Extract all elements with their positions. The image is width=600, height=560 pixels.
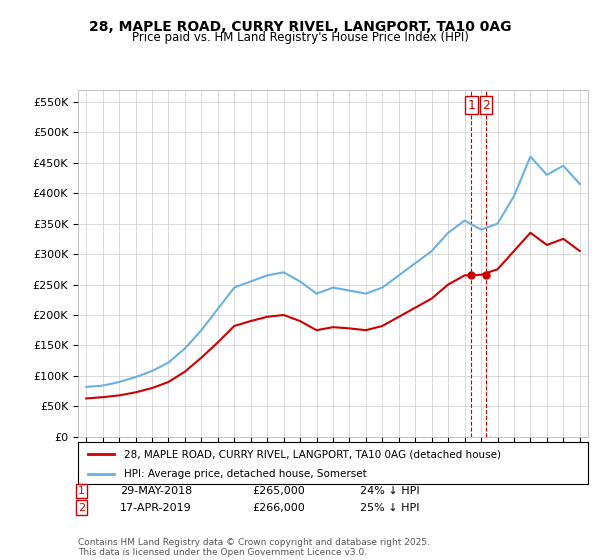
Text: 1: 1 [467,99,475,112]
Text: HPI: Average price, detached house, Somerset: HPI: Average price, detached house, Some… [124,469,367,479]
Text: 28, MAPLE ROAD, CURRY RIVEL, LANGPORT, TA10 0AG (detached house): 28, MAPLE ROAD, CURRY RIVEL, LANGPORT, T… [124,449,501,459]
Text: 1: 1 [78,486,85,496]
Text: Price paid vs. HM Land Registry's House Price Index (HPI): Price paid vs. HM Land Registry's House … [131,31,469,44]
Text: 2: 2 [78,503,85,513]
Text: Contains HM Land Registry data © Crown copyright and database right 2025.
This d: Contains HM Land Registry data © Crown c… [78,538,430,557]
Text: 28, MAPLE ROAD, CURRY RIVEL, LANGPORT, TA10 0AG: 28, MAPLE ROAD, CURRY RIVEL, LANGPORT, T… [89,20,511,34]
Text: 29-MAY-2018: 29-MAY-2018 [120,486,192,496]
Text: 25% ↓ HPI: 25% ↓ HPI [360,503,419,513]
Text: £265,000: £265,000 [252,486,305,496]
Text: £266,000: £266,000 [252,503,305,513]
Text: 17-APR-2019: 17-APR-2019 [120,503,192,513]
Text: 2: 2 [482,99,490,112]
Text: 24% ↓ HPI: 24% ↓ HPI [360,486,419,496]
